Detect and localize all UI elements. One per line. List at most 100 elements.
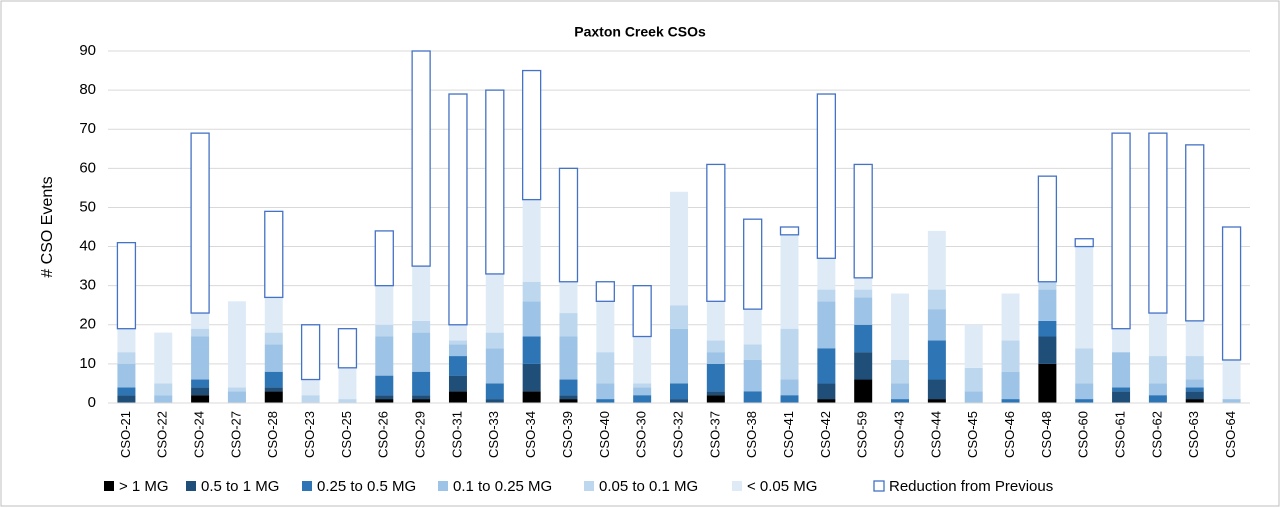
bar-segment — [670, 383, 688, 400]
y-tick-label: 10 — [79, 355, 96, 372]
bar-segment — [633, 383, 652, 388]
bar-segment — [448, 93, 468, 326]
legend-swatch — [732, 481, 742, 491]
x-tick-label: CSO-62 — [1149, 411, 1164, 458]
x-tick-label: CSO-44 — [928, 411, 943, 458]
x-tick-label: CSO-39 — [560, 411, 575, 458]
bar-segment — [854, 297, 873, 325]
bar-segment — [264, 391, 283, 403]
bar-segment — [485, 273, 504, 333]
bar-segment — [743, 218, 763, 310]
x-tick-label: CSO-63 — [1186, 411, 1201, 458]
bar-segment — [1112, 387, 1131, 392]
bar-segment — [927, 379, 946, 400]
bar-segment — [743, 391, 762, 403]
bar-segment — [1037, 175, 1058, 283]
x-tick-label: CSO-42 — [818, 411, 833, 458]
x-tick-label: CSO-27 — [228, 411, 243, 458]
bar-segment — [964, 367, 983, 392]
bar-segment — [1185, 356, 1204, 380]
bar-segment — [596, 399, 615, 403]
x-tick-label: CSO-26 — [376, 411, 391, 458]
y-tick-label: 40 — [79, 238, 96, 255]
bar-segment — [264, 210, 284, 299]
legend-swatch — [873, 480, 885, 492]
bar-segment — [1185, 399, 1204, 403]
bar-segment — [927, 340, 946, 380]
bar-segment — [191, 328, 210, 337]
bar-segment — [632, 285, 652, 338]
bar-segment — [1075, 246, 1094, 349]
bar-segment — [521, 69, 542, 201]
bar-segment — [448, 391, 467, 403]
legend-swatch — [302, 481, 312, 491]
bar-segment — [743, 359, 762, 392]
bar-segment — [706, 363, 725, 392]
x-tick-label: CSO-43 — [891, 411, 906, 458]
bar-segment — [117, 328, 136, 353]
bar-segment — [1038, 336, 1057, 364]
bar-segment — [559, 399, 578, 403]
bar-segment — [816, 93, 837, 259]
bar-segment — [1001, 371, 1020, 400]
x-tick-label: CSO-32 — [670, 411, 685, 458]
bar-segment — [412, 332, 431, 372]
x-tick-label: CSO-33 — [486, 411, 501, 458]
bar-segment — [779, 226, 800, 236]
bar-segment — [559, 313, 578, 337]
bar-segment — [780, 234, 799, 329]
chart-title: Paxton Creek CSOs — [574, 24, 706, 40]
y-tick-label: 50 — [79, 198, 96, 215]
bar-segment — [1148, 132, 1168, 314]
bar-segment — [927, 399, 946, 403]
bar-segment — [374, 230, 394, 287]
bar-segment — [117, 387, 136, 396]
bar-segment — [1038, 289, 1057, 321]
bar-segment — [522, 199, 541, 282]
y-tick-label: 0 — [88, 394, 96, 411]
bar-segment — [1038, 281, 1057, 290]
bar-segment — [412, 395, 431, 400]
bar-segment — [559, 336, 578, 380]
bar-segment — [448, 344, 467, 357]
y-tick-label: 20 — [79, 316, 96, 333]
bar-segment — [485, 332, 504, 349]
bar-segment — [854, 352, 873, 380]
bar-segment — [117, 395, 136, 403]
bar-segment — [853, 163, 873, 279]
bar-segment — [448, 356, 467, 376]
bar-segment — [670, 191, 688, 306]
bar-segment — [596, 383, 615, 400]
y-tick-label: 90 — [79, 42, 96, 59]
legend-swatch — [186, 481, 196, 491]
bar-segment — [1222, 359, 1241, 400]
bar-segment — [1185, 387, 1204, 392]
bar-segment — [558, 167, 579, 283]
bar-segment — [559, 395, 578, 400]
bar-segment — [1001, 399, 1020, 403]
bar-segment — [485, 399, 504, 403]
bar-segment — [891, 359, 910, 384]
bar-segment — [817, 348, 836, 384]
bar-segment — [596, 352, 615, 384]
bar-segment — [706, 391, 725, 396]
bar-segment — [154, 383, 173, 396]
bar-segment — [670, 305, 688, 329]
bar-segment — [891, 383, 910, 400]
bar-segment — [596, 301, 615, 353]
bar-segment — [375, 375, 394, 396]
bar-segment — [191, 313, 210, 329]
bar-segment — [854, 277, 873, 290]
x-tick-label: CSO-34 — [523, 411, 538, 458]
bar-segment — [191, 395, 210, 403]
bar-segment — [706, 352, 725, 364]
x-tick-label: CSO-29 — [413, 411, 428, 458]
bar-segment — [670, 399, 688, 403]
bar-segment — [633, 336, 652, 384]
bar-segment — [191, 387, 210, 396]
bar-segment — [116, 241, 137, 330]
bar-segment — [595, 281, 615, 302]
bar-segment — [817, 258, 836, 290]
bar-segment — [1038, 363, 1057, 403]
